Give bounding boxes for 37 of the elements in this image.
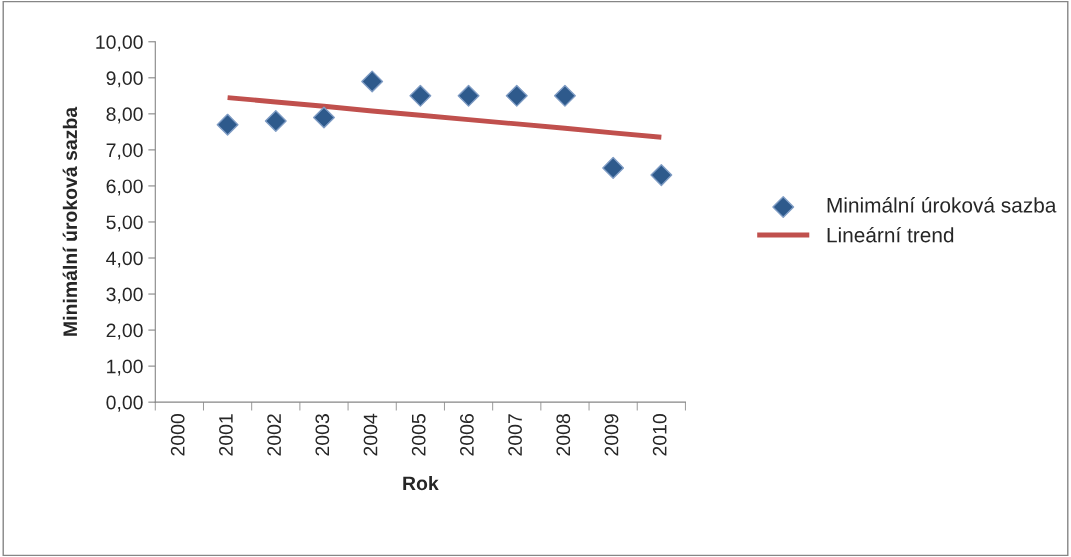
legend-label: Minimální úroková sazba xyxy=(827,197,1057,213)
point xyxy=(553,84,576,107)
line-series xyxy=(225,95,664,140)
x-tick-label: 2004 xyxy=(363,413,378,456)
x-tick-label: 2006 xyxy=(460,414,474,456)
point xyxy=(264,110,287,133)
x-axis-title: Rok xyxy=(403,475,439,491)
legend-label: Lineární trend xyxy=(827,226,954,243)
y-tick-label: 2,00 xyxy=(106,323,143,340)
x-tick-label: 2005 xyxy=(411,414,426,456)
point xyxy=(505,84,528,107)
y-tick-label: 7,00 xyxy=(106,143,143,160)
point xyxy=(409,84,432,107)
point xyxy=(457,84,480,107)
x-tick-label: 2010 xyxy=(652,414,667,456)
y-tick-label: 1,00 xyxy=(107,359,143,376)
y-tick-label: 0,00 xyxy=(106,395,143,412)
y-axis-title: Minimální úroková sazba xyxy=(62,106,78,336)
y-tick-label: 5,00 xyxy=(106,215,143,232)
x-tick-label: 2007 xyxy=(508,414,522,456)
x-tick-label: 2003 xyxy=(315,414,330,456)
y-tick-label: 9,00 xyxy=(106,71,143,88)
y-tick-label: 4,00 xyxy=(106,251,143,268)
x-tick-label: 2002 xyxy=(267,414,281,456)
x-tick-label: 2000 xyxy=(170,414,185,456)
x-tick-label: 2009 xyxy=(604,414,619,456)
point xyxy=(602,156,625,179)
point xyxy=(650,164,673,187)
point xyxy=(361,70,384,93)
y-tick-label: 8,00 xyxy=(106,107,143,124)
x-tick-label: 2008 xyxy=(556,414,571,456)
point xyxy=(312,106,335,129)
y-tick-label: 10,00 xyxy=(96,35,143,52)
point xyxy=(216,113,239,136)
y-tick-label: 6,00 xyxy=(106,179,143,196)
x-tick-label: 2001 xyxy=(219,414,233,456)
y-tick-label: 3,00 xyxy=(106,287,143,304)
